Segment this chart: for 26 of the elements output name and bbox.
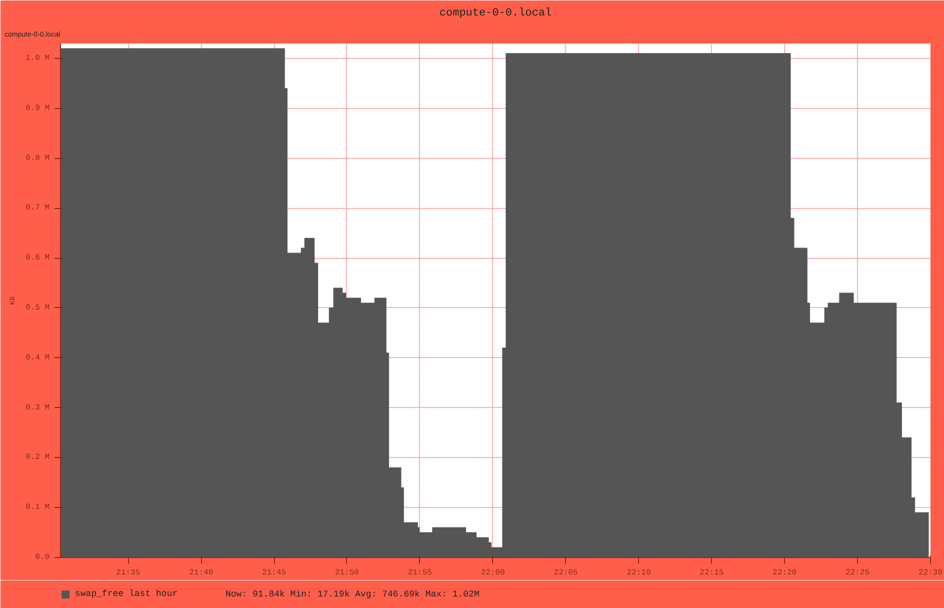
chart-title: compute-0-0.local <box>439 8 552 20</box>
x-tick-label: 21:45 <box>262 568 286 578</box>
y-tick-label: 0.5 M <box>25 303 50 312</box>
y-tick-label: 0.0 <box>35 553 50 562</box>
x-tick-label: 22:15 <box>700 568 724 578</box>
y-tick-label: 1.0 M <box>25 54 50 63</box>
y-tick-label: 0.7 M <box>25 204 50 213</box>
x-tick-label: 22:10 <box>626 568 651 578</box>
y-tick-label: 0.1 M <box>25 503 50 512</box>
y-tick-label: 0.2 M <box>25 453 50 462</box>
legend-label: swap_free last hour <box>75 588 178 600</box>
y-tick-label: 0.6 M <box>25 254 50 263</box>
x-tick-label: 22:05 <box>554 568 578 578</box>
x-tick-label: 21:40 <box>189 568 214 578</box>
y-tick-label: 0.4 M <box>25 353 50 362</box>
x-tick-label: 21:50 <box>334 568 360 578</box>
x-tick-label: 22:20 <box>772 568 797 578</box>
text: Now: 91.84k Min: 17.19k Avg: 746.69k Max: 1.02M <box>226 590 480 600</box>
y-tick-label: 0.9 M <box>25 104 50 113</box>
x-tick-label: 22:25 <box>846 568 870 578</box>
y-tick-label: 0.8 M <box>25 154 50 163</box>
y-tick-label: 0.3 M <box>25 403 50 412</box>
x-tick-label: 21:35 <box>116 568 140 578</box>
x-tick-label: 21:55 <box>408 568 432 578</box>
x-tick-label: 22:00 <box>480 568 506 578</box>
x-tick-label: 22:30 <box>918 568 943 578</box>
